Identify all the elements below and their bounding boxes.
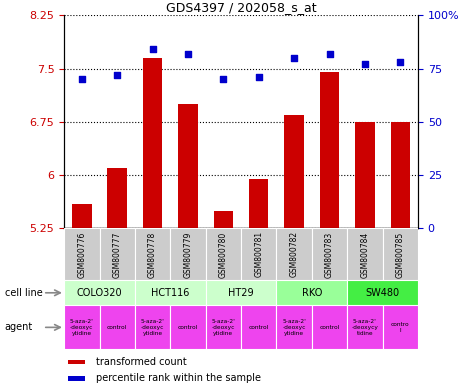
Bar	[285, 115, 304, 228]
Text: agent: agent	[5, 322, 33, 333]
Text: percentile rank within the sample: percentile rank within the sample	[96, 373, 261, 383]
Bar	[347, 305, 383, 349]
Bar	[135, 305, 171, 349]
Text: COLO320: COLO320	[76, 288, 123, 298]
Bar	[64, 280, 135, 305]
Bar	[67, 376, 86, 381]
Bar	[383, 228, 418, 280]
Bar	[143, 58, 162, 228]
Bar	[99, 305, 135, 349]
Bar	[67, 360, 86, 364]
Bar	[107, 168, 127, 228]
Text: RKO: RKO	[302, 288, 322, 298]
Bar	[135, 280, 206, 305]
Text: 5-aza-2'
-deoxycy
tidine: 5-aza-2' -deoxycy tidine	[352, 319, 379, 336]
Bar	[276, 305, 312, 349]
Bar	[99, 228, 135, 280]
Text: GSM800785: GSM800785	[396, 231, 405, 278]
Bar	[347, 228, 383, 280]
Point	[255, 74, 263, 80]
Text: GSM800777: GSM800777	[113, 231, 122, 278]
Bar	[320, 72, 339, 228]
Bar	[347, 280, 418, 305]
Text: cell line: cell line	[5, 288, 42, 298]
Bar	[312, 305, 347, 349]
Bar	[64, 228, 100, 280]
Text: 5-aza-2'
-deoxyc
ytidine: 5-aza-2' -deoxyc ytidine	[70, 319, 94, 336]
Bar	[276, 228, 312, 280]
Bar	[276, 280, 347, 305]
Text: HT29: HT29	[228, 288, 254, 298]
Text: contro
l: contro l	[391, 322, 409, 333]
Point	[219, 76, 227, 82]
Bar	[383, 305, 418, 349]
Text: GSM800784: GSM800784	[361, 231, 370, 278]
Text: control: control	[107, 325, 127, 330]
Bar	[206, 228, 241, 280]
Text: 5-aza-2'
-deoxyc
ytidine: 5-aza-2' -deoxyc ytidine	[282, 319, 306, 336]
Bar	[170, 305, 206, 349]
Bar	[135, 228, 171, 280]
Text: GSM800780: GSM800780	[219, 231, 228, 278]
Point	[149, 46, 156, 53]
Bar	[206, 305, 241, 349]
Bar	[178, 104, 198, 228]
Text: SW480: SW480	[366, 288, 399, 298]
Text: GSM800783: GSM800783	[325, 231, 334, 278]
Bar	[64, 305, 100, 349]
Text: GSM800778: GSM800778	[148, 231, 157, 278]
Bar	[312, 228, 347, 280]
Bar	[72, 204, 92, 228]
Point	[326, 51, 333, 57]
Bar	[170, 228, 206, 280]
Text: HCT116: HCT116	[151, 288, 190, 298]
Bar	[214, 211, 233, 228]
Point	[290, 55, 298, 61]
Text: GSM800782: GSM800782	[290, 231, 299, 278]
Bar	[206, 280, 276, 305]
Text: control: control	[178, 325, 198, 330]
Point	[397, 59, 404, 65]
Text: GSM800781: GSM800781	[254, 231, 263, 278]
Text: transformed count: transformed count	[96, 356, 187, 367]
Bar	[355, 122, 375, 228]
Bar	[249, 179, 268, 228]
Bar	[241, 305, 276, 349]
Point	[361, 61, 369, 68]
Text: 5-aza-2'
-deoxyc
ytidine: 5-aza-2' -deoxyc ytidine	[141, 319, 164, 336]
Point	[78, 76, 86, 82]
Text: control: control	[248, 325, 269, 330]
Text: control: control	[319, 325, 340, 330]
Title: GDS4397 / 202058_s_at: GDS4397 / 202058_s_at	[166, 1, 316, 14]
Bar	[241, 228, 276, 280]
Text: GSM800779: GSM800779	[183, 231, 192, 278]
Point	[114, 72, 121, 78]
Text: GSM800776: GSM800776	[77, 231, 86, 278]
Point	[184, 51, 192, 57]
Bar	[390, 122, 410, 228]
Text: 5-aza-2'
-deoxyc
ytidine: 5-aza-2' -deoxyc ytidine	[211, 319, 235, 336]
